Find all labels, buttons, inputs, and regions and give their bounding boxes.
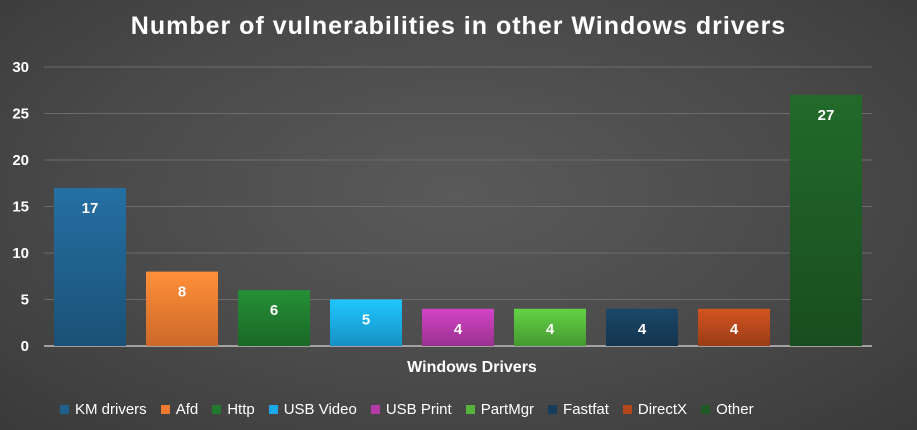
legend-swatch — [701, 404, 711, 414]
data-label: 4 — [454, 321, 463, 338]
legend-swatch — [622, 404, 632, 414]
legend-swatch — [212, 404, 222, 414]
legend-swatch — [268, 404, 278, 414]
bar-usb-video — [330, 299, 402, 346]
legend-swatch — [465, 404, 475, 414]
legend-item: PartMgr — [465, 400, 535, 418]
bar-chart: 0 5 10 15 20 25 30 17 8 6 5 4 4 4 4 27 — [12, 59, 872, 355]
data-label: 6 — [270, 302, 278, 319]
legend-label: USB Print — [385, 400, 452, 418]
bar-km-drivers — [54, 187, 126, 346]
bar-afd — [146, 271, 218, 346]
legend-label: Fastfat — [563, 400, 609, 418]
legend-label: USB Video — [283, 400, 357, 418]
bar-http — [238, 290, 310, 346]
legend-item: Other — [701, 401, 754, 418]
bar-usb-print — [422, 308, 494, 346]
data-label: 27 — [818, 107, 835, 124]
y-tick-label: 0 — [21, 338, 29, 355]
legend-swatch — [548, 404, 558, 414]
legend-item: USB Print — [370, 400, 452, 418]
data-label: 5 — [362, 312, 370, 329]
legend-item: USB Video — [268, 400, 357, 418]
y-tick-label: 30 — [12, 59, 29, 76]
y-tick-label: 10 — [12, 245, 29, 262]
bar-other — [790, 94, 862, 347]
y-tick-label: 25 — [12, 106, 29, 123]
y-tick-label: 15 — [12, 199, 29, 216]
legend-item: Http — [212, 401, 255, 418]
bar-directx — [698, 308, 770, 346]
legend-swatch — [370, 404, 380, 414]
legend-item: KM drivers — [60, 401, 147, 418]
legend: KM drivers Afd Http USB Video USB Print PartM… — [60, 398, 754, 420]
legend-item: Afd — [160, 400, 199, 418]
legend-label: DirectX — [637, 400, 688, 418]
legend-item: Fastfat — [548, 401, 609, 418]
legend-swatch — [60, 404, 69, 414]
legend-label: KM drivers — [75, 400, 147, 418]
data-label: 17 — [82, 200, 99, 217]
legend-label: Http — [227, 400, 255, 418]
legend-label: Other — [716, 400, 754, 418]
bar-partmgr — [514, 308, 586, 346]
chart-title: Number of vulnerabilities in other Windo… — [130, 12, 787, 40]
legend-item: DirectX — [622, 400, 688, 418]
y-tick-label: 5 — [21, 292, 29, 309]
data-label: 4 — [638, 321, 647, 338]
y-tick-label: 20 — [12, 152, 29, 169]
data-label: 4 — [546, 321, 555, 338]
legend-label: PartMgr — [480, 400, 535, 418]
bar-fastfat — [606, 308, 678, 346]
data-label: 4 — [730, 321, 739, 338]
legend-swatch — [160, 404, 170, 414]
legend-label: Afd — [175, 400, 199, 418]
x-axis-label: Windows Drivers — [407, 359, 537, 376]
data-label: 8 — [178, 284, 186, 301]
